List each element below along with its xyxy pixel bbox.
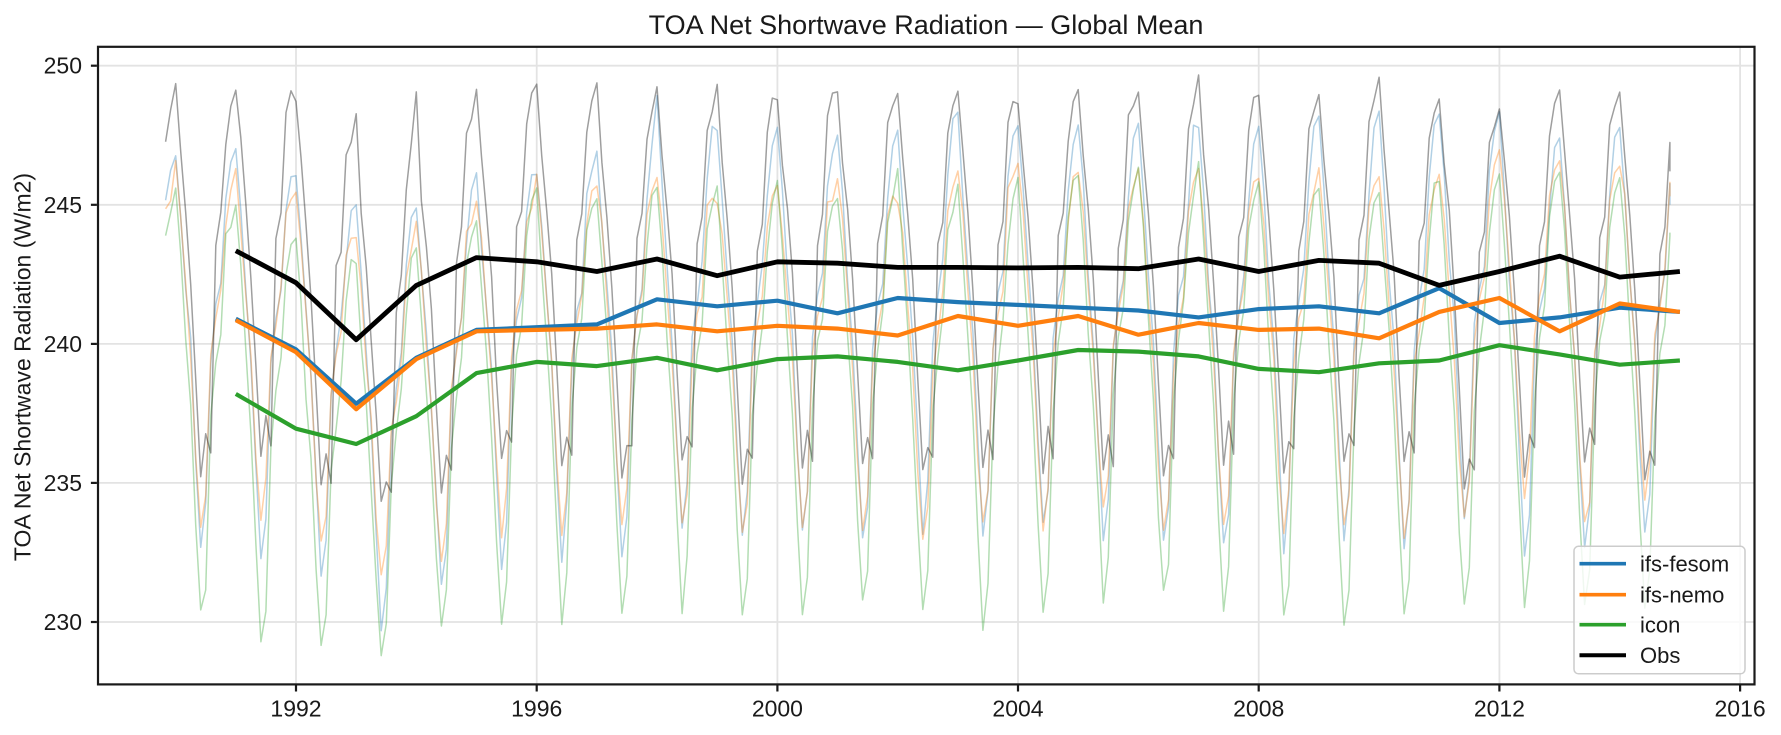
svg-text:2004: 2004 [992, 695, 1043, 721]
svg-text:icon: icon [1640, 612, 1680, 637]
svg-text:TOA Net Shortwave Radiation (W: TOA Net Shortwave Radiation (W/m2) [9, 173, 35, 561]
svg-text:250: 250 [44, 53, 82, 79]
svg-text:1992: 1992 [270, 695, 321, 721]
svg-text:1996: 1996 [511, 695, 562, 721]
svg-text:TOA Net Shortwave Radiation —: TOA Net Shortwave Radiation — Global Mea… [649, 10, 1204, 40]
svg-text:240: 240 [44, 331, 82, 357]
svg-text:Obs: Obs [1640, 643, 1680, 668]
svg-text:245: 245 [44, 192, 82, 218]
svg-text:235: 235 [44, 470, 82, 496]
svg-text:2008: 2008 [1233, 695, 1284, 721]
svg-text:ifs-nemo: ifs-nemo [1640, 582, 1724, 607]
svg-text:230: 230 [44, 609, 82, 635]
svg-text:2016: 2016 [1715, 695, 1766, 721]
svg-text:2012: 2012 [1474, 695, 1525, 721]
svg-text:2000: 2000 [752, 695, 803, 721]
svg-text:ifs-fesom: ifs-fesom [1640, 551, 1729, 576]
